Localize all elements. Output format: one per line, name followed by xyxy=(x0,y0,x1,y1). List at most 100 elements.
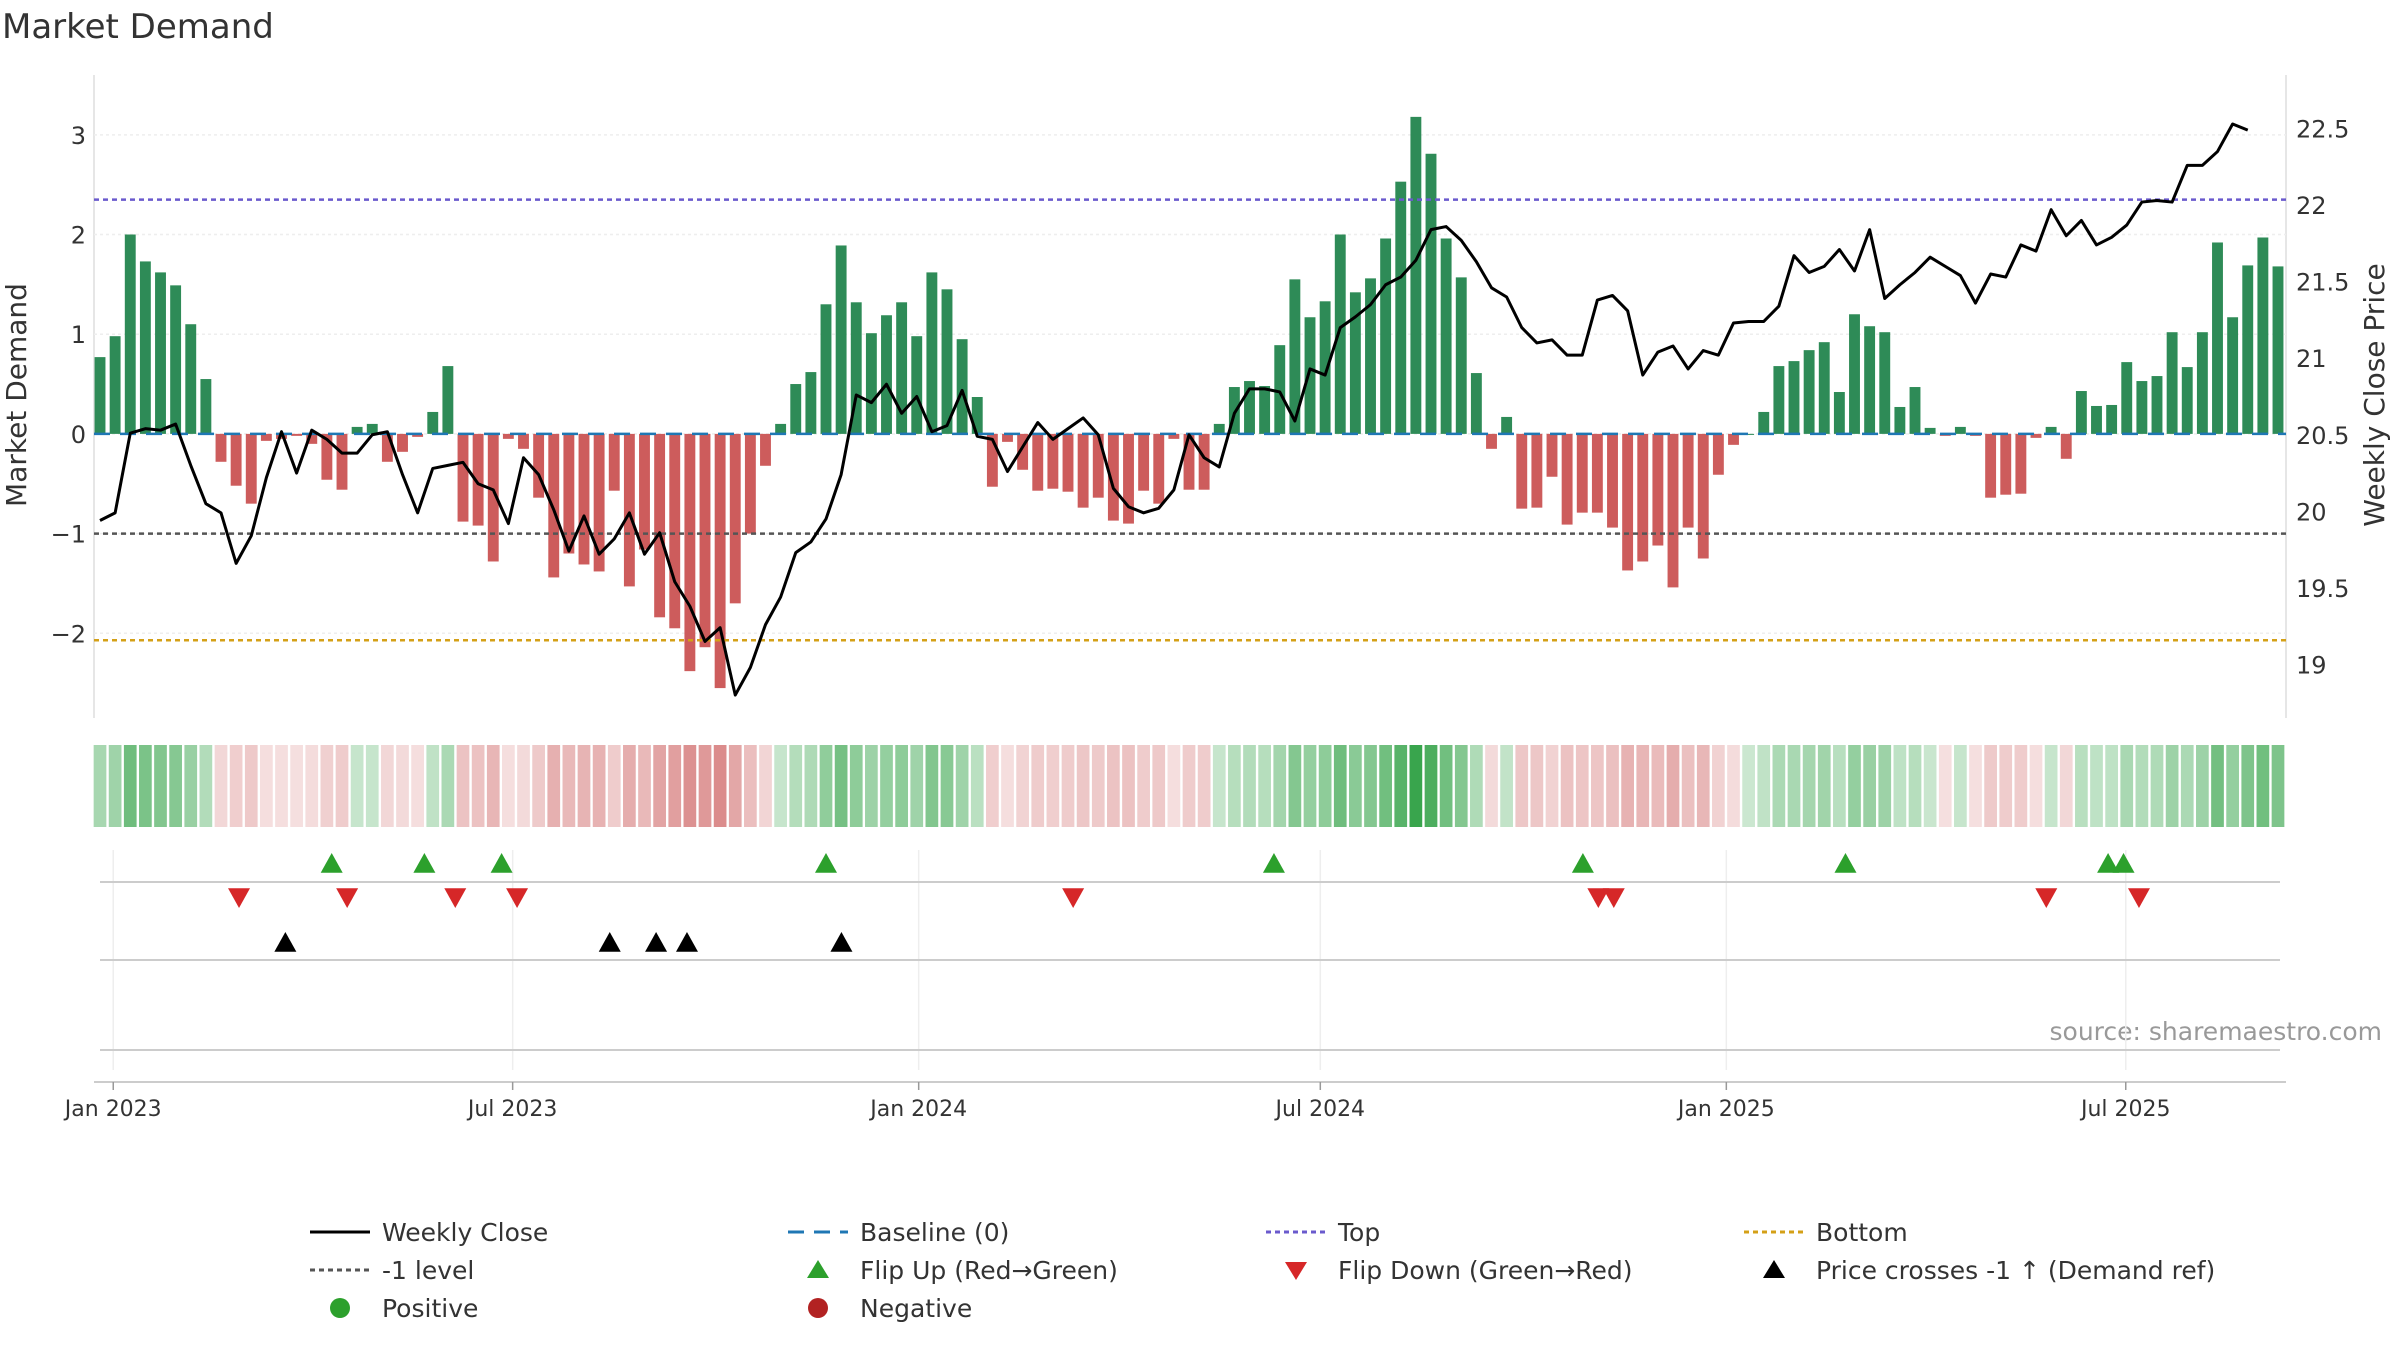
heat-cell xyxy=(244,745,258,827)
negative-bar xyxy=(699,433,711,648)
negative-bar xyxy=(2000,433,2012,495)
heat-cell xyxy=(1470,745,1483,827)
negative-bar xyxy=(260,433,272,441)
heat-cell xyxy=(774,745,787,827)
flip-down-marker xyxy=(228,888,251,908)
heat-cell xyxy=(1439,745,1453,827)
negative-bar xyxy=(744,433,756,534)
positive-bar xyxy=(427,411,439,434)
heat-cell xyxy=(426,745,440,827)
positive-bar xyxy=(850,302,862,434)
y-tick-label: 0 xyxy=(71,421,86,449)
heat-cell xyxy=(1046,745,1060,827)
heat-cell xyxy=(607,745,621,827)
heat-cell xyxy=(547,745,561,827)
heat-cell xyxy=(1515,745,1529,827)
positive-bar xyxy=(442,366,454,434)
heat-cell xyxy=(1349,745,1362,827)
negative-bar xyxy=(1516,433,1528,509)
negative-bar xyxy=(1077,433,1089,508)
heat-cell xyxy=(986,745,999,827)
negative-bar xyxy=(1168,433,1180,439)
positive-bar xyxy=(1803,350,1815,434)
flip-down-marker xyxy=(2035,888,2058,908)
heat-cell xyxy=(1061,745,1075,827)
heat-cell xyxy=(1938,745,1952,827)
negative-bar xyxy=(714,433,726,689)
legend-label: Bottom xyxy=(1816,1218,1908,1247)
positive-bar xyxy=(1894,406,1906,434)
negative-bar xyxy=(457,433,469,522)
negative-bar xyxy=(306,433,318,444)
positive-bar xyxy=(1259,386,1271,434)
heat-cell xyxy=(381,745,394,827)
positive-bar xyxy=(2181,367,2193,434)
heat-cell xyxy=(411,745,424,827)
heat-cell xyxy=(1999,745,2013,827)
heat-cell xyxy=(486,745,500,827)
negative-bar xyxy=(412,433,424,437)
heat-cell xyxy=(2090,745,2103,827)
heat-cell xyxy=(1878,745,1892,827)
demand-heat-strip xyxy=(93,745,2285,827)
heat-cell xyxy=(834,745,848,827)
y2-axis-label: Weekly Close Price xyxy=(2358,263,2391,526)
negative-bar xyxy=(1198,433,1210,490)
flip-down-marker xyxy=(1062,888,1085,908)
heat-cell xyxy=(880,745,893,827)
negative-bar xyxy=(563,433,575,554)
negative-bar xyxy=(215,433,227,462)
heat-cell xyxy=(1757,745,1771,827)
heat-cell xyxy=(335,745,349,827)
flip-up-marker xyxy=(2097,853,2120,873)
heat-cell xyxy=(1197,745,1211,827)
y-tick-label: −1 xyxy=(51,521,86,549)
heat-cell xyxy=(2014,745,2028,827)
positive-bar xyxy=(2272,266,2284,434)
heat-cell xyxy=(789,745,803,827)
positive-bar xyxy=(2075,391,2087,434)
positive-bar xyxy=(1289,279,1301,434)
main-axes xyxy=(93,75,2287,718)
negative-bar xyxy=(986,433,998,487)
negative-bar xyxy=(1682,433,1694,528)
x-tick-label: Jul 2023 xyxy=(466,1097,558,1122)
positive-bar xyxy=(1425,153,1437,434)
heat-cell xyxy=(1651,745,1665,827)
negative-bar xyxy=(1486,433,1497,449)
negative-bar xyxy=(1107,433,1119,521)
heat-cell xyxy=(1228,745,1241,827)
negative-bar xyxy=(1047,433,1059,489)
positive-bar xyxy=(2257,237,2269,434)
heat-cell xyxy=(759,745,772,827)
positive-bar xyxy=(2242,265,2254,434)
negative-bar xyxy=(593,433,605,572)
flip-up-marker xyxy=(320,853,343,873)
positive-bar xyxy=(1758,411,1770,434)
heat-cell xyxy=(592,745,606,827)
heat-cell xyxy=(2075,745,2088,827)
y2-tick-label: 22.5 xyxy=(2296,116,2349,144)
negative-bar xyxy=(639,433,650,550)
heat-cell xyxy=(1787,745,1801,827)
positive-bar xyxy=(1909,387,1921,434)
positive-bar xyxy=(1954,426,1966,434)
heat-cell xyxy=(1137,745,1150,827)
negative-bar xyxy=(1652,433,1664,546)
y-tick-label: 3 xyxy=(71,122,86,150)
heat-cell xyxy=(2135,745,2149,827)
flip-up-marker xyxy=(815,853,837,873)
negative-bar xyxy=(518,433,529,449)
heat-cell xyxy=(1817,745,1831,827)
positive-bar xyxy=(1455,277,1467,434)
heat-cell xyxy=(1621,745,1634,827)
heat-cell xyxy=(2059,745,2073,827)
negative-bar xyxy=(1591,433,1603,513)
positive-bar xyxy=(1501,416,1513,434)
negative-bar xyxy=(1576,433,1588,513)
positive-bar xyxy=(1440,238,1452,434)
y-tick-label: 1 xyxy=(71,321,86,349)
heat-cell xyxy=(1031,745,1045,827)
positive-bar xyxy=(2091,405,2102,434)
heat-cell xyxy=(925,745,939,827)
